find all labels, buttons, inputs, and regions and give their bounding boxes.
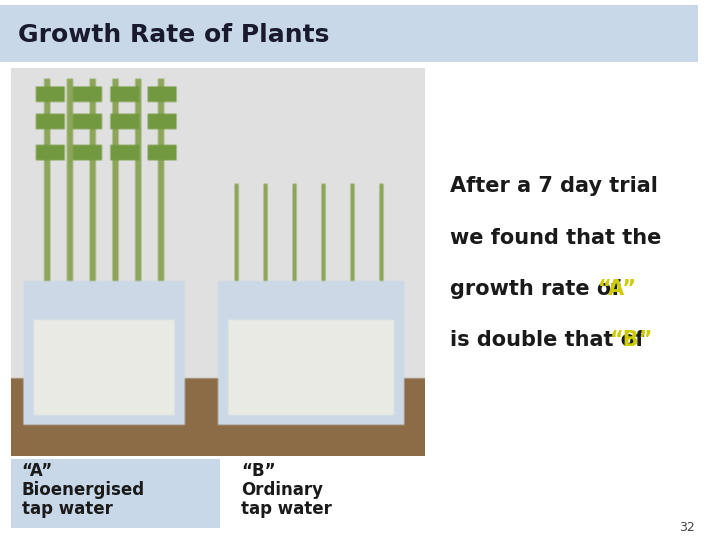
Text: “B”: “B” xyxy=(241,462,276,480)
Text: 32: 32 xyxy=(679,521,695,534)
Text: Growth Rate of Plants: Growth Rate of Plants xyxy=(18,23,329,47)
Text: “B”: “B” xyxy=(610,330,653,350)
Text: growth rate of: growth rate of xyxy=(450,279,628,299)
Text: tap water: tap water xyxy=(22,500,112,518)
Text: is double that of: is double that of xyxy=(450,330,652,350)
Text: Bioenergised: Bioenergised xyxy=(22,481,145,499)
Text: tap water: tap water xyxy=(241,500,332,518)
Text: “A”: “A” xyxy=(22,462,53,480)
Text: After a 7 day trial: After a 7 day trial xyxy=(450,176,658,197)
Text: “A”: “A” xyxy=(598,279,636,299)
Text: Ordinary: Ordinary xyxy=(241,481,323,499)
Text: we found that the: we found that the xyxy=(450,227,662,248)
